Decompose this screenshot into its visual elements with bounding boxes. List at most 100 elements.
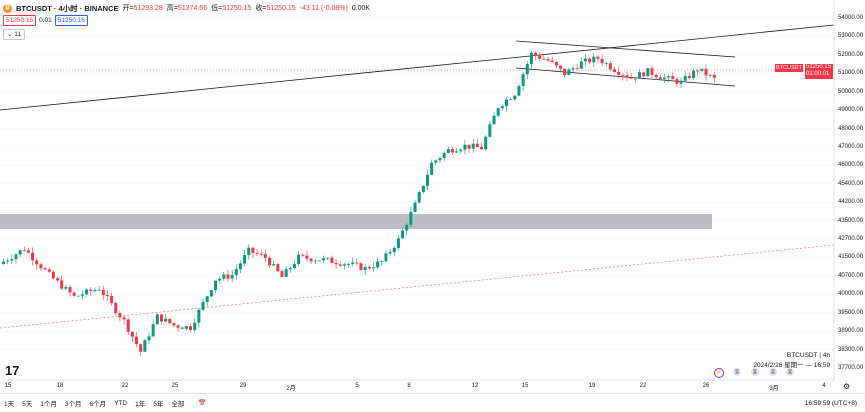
candle-body <box>388 251 392 254</box>
timeframe-5d[interactable]: 5天 <box>22 401 33 408</box>
candle-body <box>658 77 662 80</box>
candle-body <box>467 144 471 149</box>
candle-body <box>18 250 22 255</box>
clock-timezone[interactable]: 16:59:59 (UTC+8) <box>804 399 857 407</box>
candle-body <box>297 254 301 265</box>
candle-body <box>525 64 529 75</box>
candle-body <box>405 224 409 231</box>
timeframe-6m[interactable]: 6个月 <box>89 401 107 408</box>
candle-body <box>567 69 571 76</box>
ohlc-open: 开=51293.28 <box>122 5 163 12</box>
candle-body <box>309 258 313 262</box>
candle-body <box>430 162 434 175</box>
candle-body <box>301 254 305 256</box>
timeframe-ytd[interactable]: YTD <box>114 399 128 407</box>
candle-body <box>176 325 180 328</box>
bottom-toolbar: 1天 5天 1个月 3个月 6个月 YTD 1年 5年 全部 📅 16:59:5… <box>0 393 865 412</box>
candle-body <box>10 259 14 261</box>
candle-body <box>72 292 76 296</box>
candle-body <box>85 289 89 295</box>
candle-body <box>671 76 675 80</box>
candle-body <box>280 271 284 277</box>
lightning-event-icon[interactable]: ⚡ <box>714 368 724 378</box>
timeframe-1y[interactable]: 1年 <box>135 401 146 408</box>
symbol-title[interactable]: BTCUSDT · 4小时 · BINANCE <box>16 3 119 13</box>
candle-body <box>492 115 496 125</box>
candle-body <box>193 322 197 331</box>
candle-body <box>110 295 114 303</box>
candle-body <box>696 70 700 72</box>
us-flag-event-icon[interactable]: 🇺 <box>769 368 777 376</box>
candle-body <box>255 252 259 254</box>
candle-body <box>475 143 479 148</box>
price-chart[interactable] <box>0 0 865 393</box>
candle-body <box>438 158 442 161</box>
candle-body <box>214 280 218 291</box>
candle-body <box>563 68 567 76</box>
candle-body <box>39 264 43 269</box>
candle-body <box>712 74 716 78</box>
candle-body <box>139 344 143 352</box>
indicators-toggle[interactable]: ⌄ 11 <box>3 29 26 40</box>
candle-body <box>143 340 147 352</box>
candle-body <box>367 266 371 269</box>
candle-body <box>575 68 579 69</box>
candle-body <box>89 289 93 292</box>
tradingview-logo[interactable]: 17 <box>5 363 20 378</box>
buy-button[interactable]: 51250.16 <box>54 15 88 26</box>
candle-body <box>642 72 646 77</box>
sell-button[interactable]: 51250.15 <box>3 15 37 26</box>
date-range-icon[interactable]: 📅 <box>198 400 207 407</box>
candle-body <box>534 52 538 56</box>
time-axis-label: 22 <box>639 383 647 389</box>
candle-body <box>189 326 193 331</box>
us-flag-event-icon[interactable]: 🇺 <box>751 368 759 376</box>
candle-body <box>226 274 230 279</box>
candle-body <box>446 149 450 154</box>
candle-body <box>51 271 55 279</box>
candle-body <box>276 264 280 272</box>
candle-body <box>164 318 168 322</box>
settings-gear-icon[interactable]: ⚙ <box>843 382 851 391</box>
candle-body <box>330 257 334 263</box>
candle-body <box>205 296 209 302</box>
candle-body <box>31 252 35 261</box>
candle-body <box>326 257 330 259</box>
candle-body <box>704 68 708 76</box>
candle-body <box>342 264 346 266</box>
candle-body <box>687 76 691 78</box>
candle-body <box>184 326 188 329</box>
candle-body <box>151 324 155 337</box>
candle-body <box>700 68 704 71</box>
time-axis-label: 4 <box>822 383 826 389</box>
time-axis-label: 29 <box>239 383 247 389</box>
us-flag-event-icon[interactable]: 🇺 <box>733 368 741 376</box>
bar-countdown: 01:00:01 <box>806 71 830 77</box>
candle-body <box>359 263 363 271</box>
us-flag-event-icon[interactable]: 🇺 <box>786 368 794 376</box>
candle-body <box>35 260 39 265</box>
time-axis-label: 8 <box>407 383 411 389</box>
candle-body <box>122 317 126 320</box>
candle-body <box>292 264 296 269</box>
candle-body <box>230 274 234 279</box>
candle-body <box>538 55 542 59</box>
ohlc-high: 高=51374.66 <box>166 5 208 12</box>
candle-body <box>305 255 309 259</box>
timeframe-3m[interactable]: 3个月 <box>64 401 82 408</box>
timeframe-1m[interactable]: 1个月 <box>40 401 57 408</box>
candle-body <box>592 56 596 63</box>
candle-body <box>500 106 504 109</box>
timeframe-all[interactable]: 全部 <box>171 401 185 408</box>
timeframe-5y[interactable]: 5年 <box>153 401 164 408</box>
watermark-datetime: 2024/2/26 星期一 — 16:59 <box>753 362 830 369</box>
candle-body <box>322 258 326 261</box>
candle-body <box>126 319 130 332</box>
candle-body <box>47 269 51 272</box>
volume-value: 0.00K <box>351 4 371 12</box>
current-price-tag: 51250.15 01:00:01 <box>805 64 833 79</box>
timeframe-1d[interactable]: 1天 <box>4 401 15 408</box>
time-axis-label: 3月 <box>769 386 779 392</box>
quick-trade-row: 51250.15 0.01 51250.16 <box>3 15 88 26</box>
candle-body <box>351 262 355 265</box>
